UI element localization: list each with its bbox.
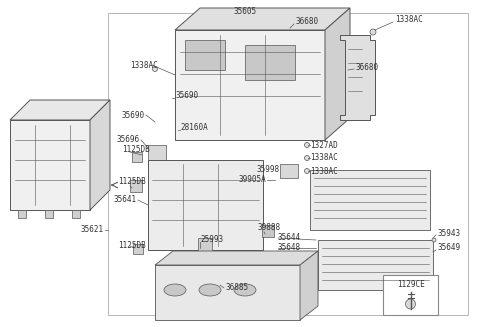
Bar — [10, 120, 90, 210]
Text: 36885: 36885 — [225, 284, 248, 292]
Text: 35998: 35998 — [257, 165, 280, 175]
Bar — [148, 160, 263, 250]
Circle shape — [304, 143, 310, 147]
Text: 35696: 35696 — [117, 135, 140, 145]
Bar — [175, 30, 325, 140]
Text: 1338AC: 1338AC — [130, 60, 158, 70]
Circle shape — [432, 238, 436, 242]
Text: 35690: 35690 — [175, 91, 198, 99]
Bar — [45, 210, 53, 218]
Bar — [185, 40, 225, 70]
Bar — [280, 164, 298, 178]
Circle shape — [406, 299, 416, 309]
Text: 1129CE: 1129CE — [396, 280, 424, 289]
Text: 28160A: 28160A — [180, 124, 208, 132]
Bar — [155, 265, 300, 320]
Bar — [108, 13, 468, 315]
Text: 35641: 35641 — [114, 196, 137, 204]
Circle shape — [304, 156, 310, 161]
Polygon shape — [175, 8, 350, 30]
Bar — [198, 238, 212, 252]
Text: 1125DB: 1125DB — [122, 146, 150, 154]
Polygon shape — [155, 251, 318, 265]
Text: 35649: 35649 — [438, 244, 461, 252]
Text: 36680: 36680 — [355, 62, 378, 72]
Text: 1327AD: 1327AD — [310, 141, 338, 149]
Bar — [72, 210, 80, 218]
Text: 1338AC: 1338AC — [310, 153, 338, 163]
Bar — [132, 152, 142, 162]
Circle shape — [153, 66, 157, 72]
Bar — [133, 244, 143, 254]
Polygon shape — [325, 8, 350, 140]
Bar — [383, 275, 438, 315]
Text: 35644: 35644 — [278, 233, 301, 243]
Text: 36680: 36680 — [295, 18, 318, 26]
Polygon shape — [10, 100, 110, 120]
Ellipse shape — [164, 284, 186, 296]
Text: 1338AC: 1338AC — [310, 166, 338, 176]
Text: 35621: 35621 — [81, 226, 104, 234]
Bar — [318, 240, 433, 290]
Polygon shape — [300, 251, 318, 320]
Circle shape — [370, 29, 376, 35]
Text: 1338AC: 1338AC — [395, 15, 423, 25]
Polygon shape — [90, 100, 110, 210]
Text: 35605: 35605 — [233, 7, 257, 16]
Text: 25993: 25993 — [200, 235, 223, 245]
Ellipse shape — [199, 284, 221, 296]
Bar — [148, 145, 166, 163]
Bar — [262, 225, 274, 237]
Text: 1125DB: 1125DB — [118, 178, 146, 186]
Bar — [245, 45, 295, 80]
Text: 35943: 35943 — [438, 229, 461, 237]
Text: 39888: 39888 — [258, 223, 281, 232]
Polygon shape — [340, 35, 375, 120]
Text: 35648: 35648 — [278, 244, 301, 252]
Circle shape — [304, 168, 310, 174]
Bar — [310, 170, 430, 230]
Bar — [18, 210, 26, 218]
Text: 1125DB: 1125DB — [118, 240, 146, 250]
Text: 35690: 35690 — [122, 111, 145, 119]
Text: 39905A: 39905A — [238, 176, 266, 184]
Ellipse shape — [234, 284, 256, 296]
Bar — [130, 180, 142, 192]
